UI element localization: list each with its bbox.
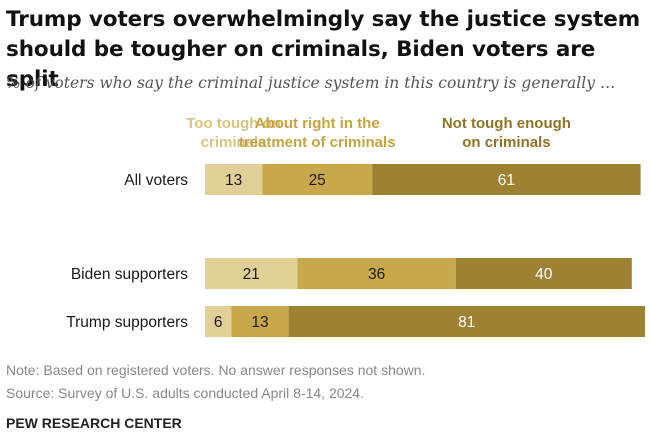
bar-segment bbox=[205, 164, 263, 195]
category-label: Trump supporters bbox=[66, 314, 188, 331]
bar-segment bbox=[372, 164, 641, 195]
category-label: All voters bbox=[124, 172, 188, 189]
bar-segment bbox=[288, 306, 645, 337]
bar-value-label: 13 bbox=[225, 172, 242, 189]
chart-title: Trump voters overwhelmingly say the just… bbox=[6, 5, 646, 95]
bar-segment bbox=[231, 306, 289, 337]
bar-value-label: 81 bbox=[458, 314, 475, 331]
bar-value-label: 61 bbox=[498, 172, 515, 189]
chart-title-line-1: Trump voters overwhelmingly say the just… bbox=[6, 7, 641, 32]
bar-segment bbox=[205, 306, 232, 337]
bar-value-label: 13 bbox=[251, 314, 268, 331]
chart-note: Note: Based on registered voters. No ans… bbox=[6, 362, 426, 378]
bar-segment bbox=[205, 258, 298, 289]
bar-segment bbox=[297, 258, 456, 289]
bar-value-label: 40 bbox=[535, 266, 553, 283]
chart-source: Source: Survey of U.S. adults conducted … bbox=[6, 385, 364, 401]
bar-segment bbox=[262, 164, 373, 195]
bar-value-label: 25 bbox=[309, 172, 326, 189]
legend-label-1: Too tough on criminals bbox=[186, 115, 281, 151]
bar-value-label: 6 bbox=[214, 314, 223, 331]
footer-org: PEW RESEARCH CENTER bbox=[6, 415, 182, 431]
bar-value-label: 36 bbox=[368, 266, 385, 283]
legend-label-3: Not tough enough on criminals bbox=[442, 115, 571, 151]
legend-label-2: About right in the treatment of criminals bbox=[239, 115, 396, 151]
bar-value-label: 21 bbox=[243, 266, 260, 283]
chart-title-line-2: should be tougher on criminals, Biden vo… bbox=[6, 37, 596, 92]
chart-subtitle: % of voters who say the criminal justice… bbox=[6, 74, 616, 92]
category-label: Biden supporters bbox=[71, 266, 188, 283]
bar-segment bbox=[455, 258, 632, 289]
